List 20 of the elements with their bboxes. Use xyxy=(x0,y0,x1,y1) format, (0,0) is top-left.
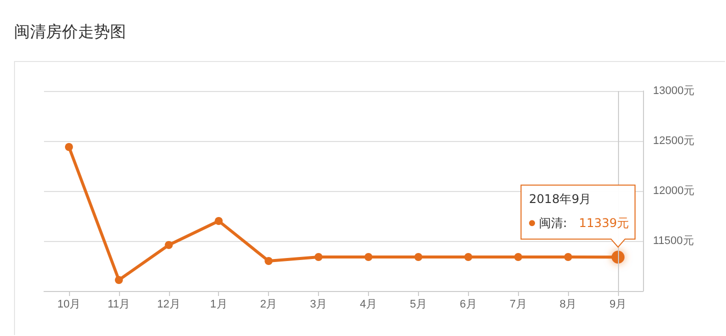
y-tick-label: 12500元 xyxy=(653,135,695,147)
x-tick-label: 8月 xyxy=(560,298,577,310)
x-tick-label: 4月 xyxy=(360,298,378,310)
x-tick-label: 5月 xyxy=(410,298,427,310)
y-tick-label: 12000元 xyxy=(653,185,695,197)
x-tick-label: 3月 xyxy=(310,298,328,310)
x-tick-label: 11月 xyxy=(108,298,130,310)
x-tick-label: 2月 xyxy=(260,298,278,310)
data-label: 11339元 xyxy=(578,216,630,230)
annotation: 2018年9月 xyxy=(529,192,592,206)
x-tick-label: 9月 xyxy=(609,298,627,310)
y-tick-label: 11500元 xyxy=(653,235,694,247)
legend-label: 闽清: xyxy=(539,216,568,230)
x-tick-label: 10月 xyxy=(57,298,81,310)
y-tick-label: 13000元 xyxy=(653,85,695,97)
chart-title: 闽清房价走势图 xyxy=(14,22,126,43)
x-tick-label: 6月 xyxy=(460,298,477,310)
x-tick-label: 7月 xyxy=(510,298,527,310)
x-tick-label: 12月 xyxy=(157,298,180,310)
x-tick-label: 1月 xyxy=(210,298,228,310)
